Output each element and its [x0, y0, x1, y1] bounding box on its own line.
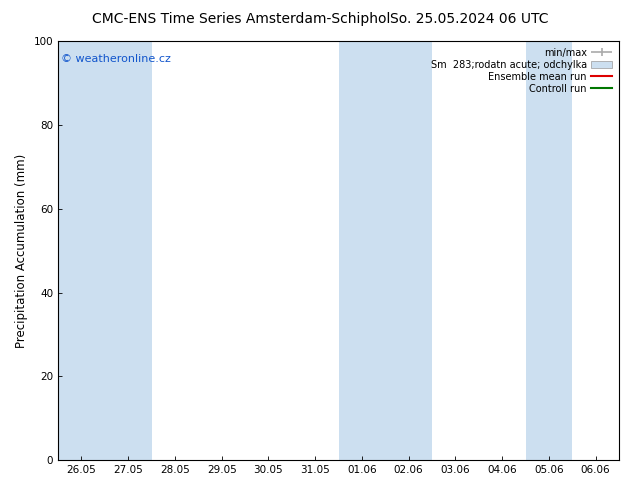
Bar — [526, 41, 573, 460]
Text: © weatheronline.cz: © weatheronline.cz — [61, 53, 171, 64]
Text: So. 25.05.2024 06 UTC: So. 25.05.2024 06 UTC — [390, 12, 548, 26]
Y-axis label: Precipitation Accumulation (mm): Precipitation Accumulation (mm) — [15, 153, 28, 348]
Bar — [385, 41, 432, 460]
Bar — [58, 41, 105, 460]
Legend: min/max, Sm  283;rodatn acute; odchylka, Ensemble mean run, Controll run: min/max, Sm 283;rodatn acute; odchylka, … — [429, 46, 614, 96]
Bar — [339, 41, 385, 460]
Text: CMC-ENS Time Series Amsterdam-Schiphol: CMC-ENS Time Series Amsterdam-Schiphol — [92, 12, 390, 26]
Bar — [105, 41, 152, 460]
